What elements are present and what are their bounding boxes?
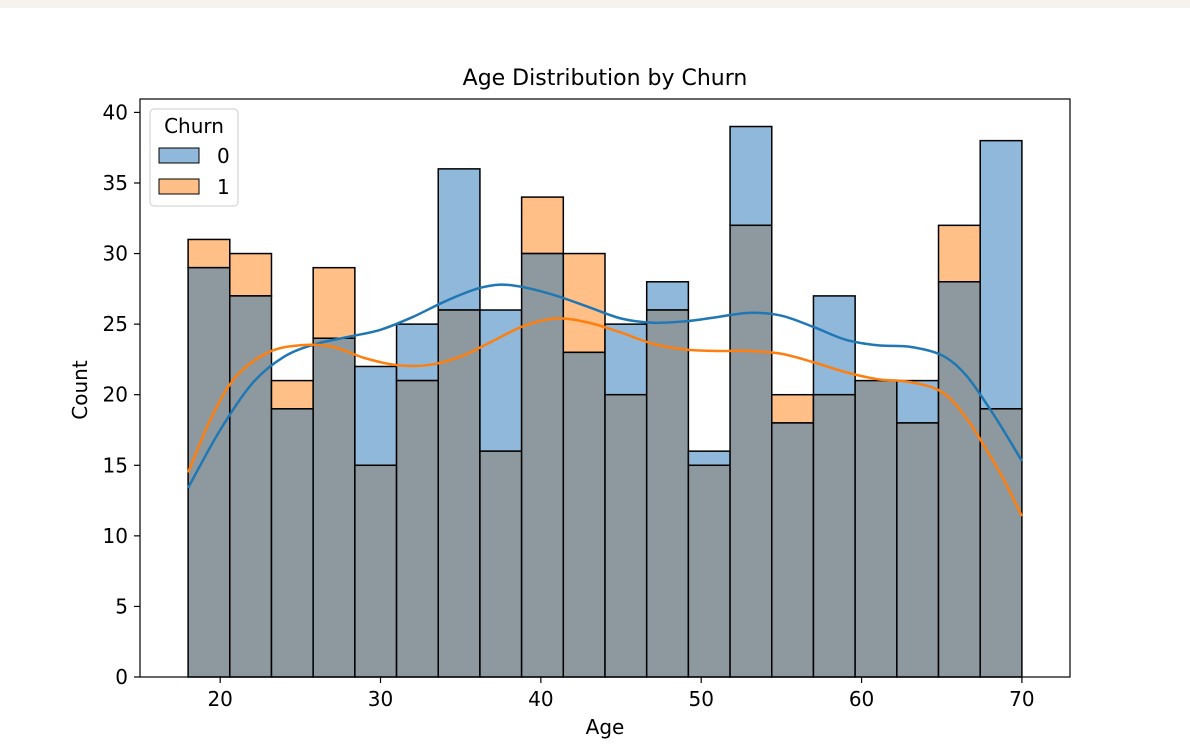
- x-tick-label: 30: [368, 687, 393, 711]
- bar-overlap-bin-16: [812, 393, 856, 678]
- bar-overlap-bin-7: [437, 309, 481, 678]
- bar-overlap-bin-14: [729, 224, 773, 678]
- bar-churn-1-bin-1: [187, 238, 231, 269]
- x-tick-label: 60: [849, 687, 874, 711]
- legend-title: Churn: [164, 114, 224, 138]
- bar-overlap-bin-12: [645, 309, 690, 678]
- bar-churn-0-bin-12: [645, 281, 690, 311]
- y-tick-label: 35: [103, 171, 128, 195]
- bar-churn-0-bin-20: [979, 139, 1023, 410]
- bar-overlap-bin-4: [312, 337, 356, 678]
- bar-overlap-bin-17: [854, 379, 898, 678]
- bar-churn-0-bin-14: [729, 125, 773, 227]
- bar-churn-1-bin-19: [937, 224, 981, 283]
- bar-overlap-bin-13: [687, 464, 731, 678]
- bar-churn-0-bin-13: [687, 450, 731, 467]
- bar-overlap-bin-6: [395, 379, 439, 678]
- bar-overlap-bin-9: [520, 252, 565, 678]
- y-tick-label: 25: [103, 312, 128, 336]
- bar-churn-1-bin-10: [562, 252, 606, 354]
- bar-overlap-bin-8: [479, 450, 523, 678]
- bar-churn-0-bin-7: [437, 168, 481, 311]
- bar-churn-1-bin-3: [270, 379, 314, 410]
- bar-churn-1-bin-15: [771, 393, 815, 424]
- bar-churn-1-bin-4: [312, 266, 356, 339]
- y-tick-label: 0: [115, 665, 128, 689]
- y-axis-ticks: 0 5 10 15 20 25 30 35 40: [103, 100, 140, 689]
- legend-label-churn-1: 1: [217, 175, 230, 199]
- y-tick-label: 30: [103, 242, 128, 266]
- top-strip: [0, 0, 1190, 8]
- y-tick-label: 10: [103, 524, 128, 548]
- x-tick-label: 40: [528, 687, 553, 711]
- bar-churn-0-bin-6: [395, 323, 439, 382]
- x-tick-label: 20: [207, 687, 232, 711]
- bar-overlap-bin-19: [937, 281, 981, 678]
- plot-frame: [139, 98, 1071, 678]
- bars-layer: [187, 125, 1023, 678]
- bar-overlap-bin-11: [604, 393, 648, 678]
- bar-churn-0-bin-16: [812, 295, 856, 396]
- legend-label-churn-0: 0: [217, 144, 230, 168]
- legend: Churn 0 1: [149, 108, 239, 207]
- bar-overlap-bin-10: [562, 351, 606, 678]
- chart-title: Age Distribution by Churn: [463, 66, 748, 91]
- x-tick-label: 50: [688, 687, 713, 711]
- x-axis-label: Age: [586, 715, 625, 739]
- bar-overlap-bin-18: [896, 422, 940, 678]
- bar-churn-1-bin-2: [229, 252, 273, 297]
- bar-overlap-bin-15: [771, 422, 815, 678]
- y-tick-label: 5: [115, 594, 128, 618]
- bar-overlap-bin-3: [270, 408, 314, 678]
- bar-churn-0-bin-8: [479, 309, 523, 452]
- kde-layer: [186, 283, 1024, 517]
- kde-line-churn-0: [187, 283, 1023, 489]
- legend-swatch-churn-1: [158, 178, 200, 195]
- bar-churn-1-bin-9: [520, 196, 565, 255]
- y-tick-label: 15: [103, 453, 128, 477]
- x-tick-label: 70: [1009, 687, 1034, 711]
- bar-overlap-bin-5: [354, 464, 398, 678]
- x-axis-ticks: 20 30 40 50 60 70: [207, 677, 1035, 711]
- bar-overlap-bin-1: [187, 266, 231, 678]
- bar-churn-0-bin-5: [354, 365, 398, 467]
- y-tick-label: 20: [103, 383, 128, 407]
- y-axis-label: Count: [68, 360, 92, 420]
- y-tick-label: 40: [103, 100, 128, 124]
- kde-line-churn-1: [186, 317, 1024, 517]
- legend-swatch-churn-0: [158, 147, 200, 164]
